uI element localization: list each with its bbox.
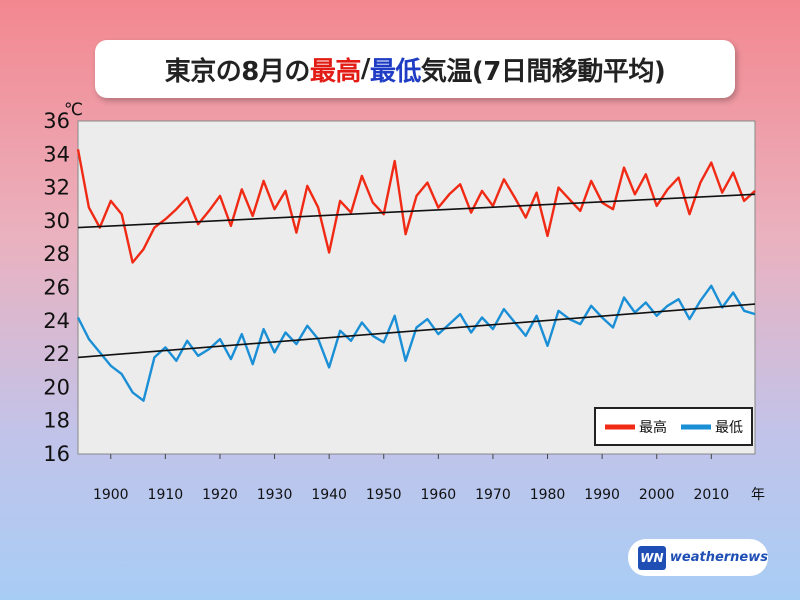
chart-title: 東京の8月の 最高 / 最低 気温(7日間移動平均)	[95, 40, 735, 98]
y-tick-label: 30	[43, 209, 70, 233]
x-tick-label: 1970	[475, 487, 511, 503]
trend-layer	[77, 193, 756, 359]
y-tick-label: 28	[43, 242, 70, 266]
x-axis-unit: 年	[751, 487, 765, 503]
y-tick-label: 36	[43, 109, 70, 133]
x-tick-label: 1910	[148, 487, 184, 503]
y-tick-label: 18	[43, 409, 70, 433]
legend-max-label: 最高	[639, 419, 667, 436]
logo-mark-icon: WN	[638, 545, 666, 570]
y-tick-label: 32	[43, 176, 70, 200]
title-part1: 東京の8月の	[164, 56, 311, 87]
legend: 最高 最低	[594, 407, 753, 446]
min-trend-line	[77, 303, 756, 359]
y-axis-unit: ℃	[64, 100, 83, 120]
max-temp-line	[76, 149, 756, 264]
x-tick-label: 1920	[202, 487, 238, 503]
title-min: 最低	[369, 56, 422, 87]
max-trend-line	[77, 193, 756, 229]
weathernews-logo: WN weathernews	[628, 539, 768, 576]
y-tick-label: 20	[43, 375, 70, 399]
y-tick-label: 22	[43, 342, 70, 366]
title-sep: /	[360, 54, 371, 84]
y-tick-label: 26	[43, 276, 70, 300]
plot-area	[77, 120, 756, 455]
x-tick-label: 1950	[366, 487, 402, 503]
y-tick-label: 34	[43, 142, 70, 166]
x-tick-label: 1960	[421, 487, 457, 503]
x-axis: 1900 1910 1920 1930 1940 1950 1960 1970 1980 1990…	[93, 454, 729, 503]
logo-text: weathernews	[669, 550, 768, 565]
series-layer	[76, 149, 756, 402]
x-tick-label: 1980	[530, 487, 566, 503]
x-tick-label: 1930	[257, 487, 293, 503]
y-tick-label: 24	[43, 309, 70, 333]
title-max: 最高	[309, 56, 362, 87]
y-tick-label: 16	[43, 442, 70, 466]
x-tick-label: 2000	[639, 487, 675, 503]
y-axis: 16 18 20 22 24 26 28 30 32 34 36	[43, 109, 70, 466]
x-tick-label: 1990	[584, 487, 620, 503]
title-part2: 気温(7日間移動平均)	[420, 56, 666, 87]
x-tick-label: 1940	[311, 487, 347, 503]
legend-min-label: 最低	[715, 420, 743, 436]
x-tick-label: 1900	[93, 487, 129, 503]
min-temp-line	[76, 284, 756, 402]
x-tick-label: 2010	[694, 487, 730, 503]
